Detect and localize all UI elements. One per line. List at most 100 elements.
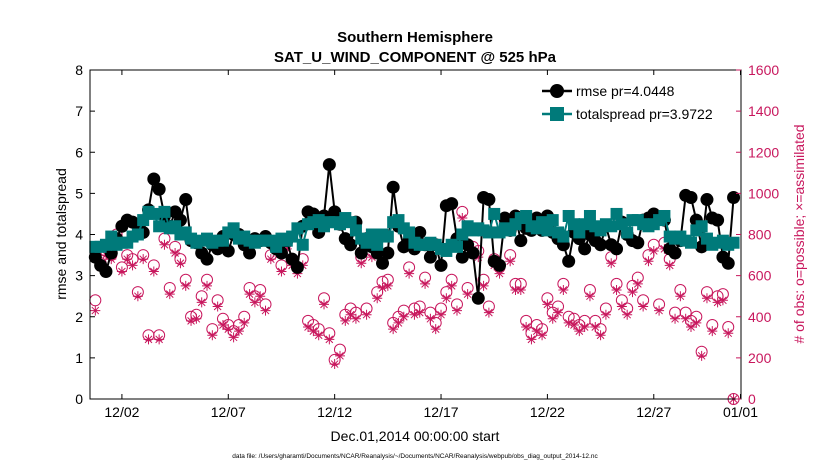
obs-assimilated-point [350, 313, 361, 324]
totalspread-point [557, 230, 570, 243]
y-tick-label: 0 [75, 391, 83, 407]
rmse-point [711, 213, 725, 227]
rmse-point [386, 180, 400, 194]
totalspread-point [131, 228, 144, 241]
plot-area [88, 158, 741, 405]
obs-assimilated-point [627, 287, 638, 298]
obs-assimilated-point [382, 280, 393, 291]
totalspread-point [583, 209, 596, 222]
obs-assimilated-point [712, 297, 723, 308]
obs-assimilated-point [191, 313, 202, 324]
obs-assimilated-point [638, 301, 649, 312]
obs-assimilated-point [568, 319, 579, 330]
rmse-point [578, 242, 592, 256]
obs-assimilated-point [595, 330, 606, 341]
obs-assimilated-point [164, 289, 175, 300]
obs-assimilated-point [143, 334, 154, 345]
y-right-tick-label: 1200 [748, 144, 779, 160]
totalspread-point [610, 207, 623, 220]
totalspread-point [371, 238, 384, 251]
legend-box [536, 76, 736, 128]
totalspread-point [296, 238, 309, 251]
obs-assimilated-point [249, 297, 260, 308]
obs-assimilated-point [398, 311, 409, 322]
totalspread-point [227, 222, 240, 235]
obs-assimilated-point [404, 268, 415, 279]
obs-assimilated-point [255, 291, 266, 302]
obs-assimilated-point [680, 313, 691, 324]
obs-assimilated-point [473, 252, 484, 263]
rmse-point [700, 193, 714, 207]
totalspread-point [658, 209, 671, 222]
y-tick-label: 2 [75, 309, 83, 325]
rmse-point [482, 193, 496, 207]
rmse-point [562, 254, 576, 268]
x-tick-label: 01/01 [723, 404, 758, 420]
obs-assimilated-point [196, 297, 207, 308]
y-axis-right-label: # of obs: o=possible; ×=assimilated [791, 124, 807, 343]
y-axis-label: rmse and totalspread [53, 168, 69, 300]
obs-assimilated-point [345, 309, 356, 320]
obs-assimilated-point [483, 307, 494, 318]
obs-assimilated-point [154, 334, 165, 345]
obs-possible-point [89, 294, 102, 307]
x-tick-label: 12/02 [104, 404, 139, 420]
rmse-point [594, 238, 608, 252]
obs-assimilated-point [563, 317, 574, 328]
x-tick-label: 12/22 [530, 404, 565, 420]
obs-assimilated-point [319, 299, 330, 310]
obs-assimilated-point [265, 254, 276, 265]
obs-assimilated-point [313, 330, 324, 341]
chart-title: Southern Hemisphere [337, 29, 493, 46]
rmse-point [727, 190, 741, 204]
y-tick-label: 1 [75, 350, 83, 366]
obs-assimilated-point [217, 319, 228, 330]
rmse-point [381, 246, 395, 260]
obs-assimilated-point [308, 326, 319, 337]
obs-assimilated-point [228, 332, 239, 343]
y-right-tick-label: 1400 [748, 103, 779, 119]
obs-assimilated-point [340, 315, 351, 326]
obs-assimilated-point [574, 326, 585, 337]
totalspread-point [482, 226, 495, 239]
totalspread-point [685, 236, 698, 249]
totalspread-point [520, 209, 533, 222]
obs-assimilated-point [579, 322, 590, 333]
obs-assimilated-point [334, 350, 345, 361]
rmse-point [99, 265, 113, 279]
totalspread-point [546, 214, 559, 227]
obs-assimilated-point [90, 305, 101, 316]
rmse-point [376, 256, 390, 270]
obs-assimilated-point [701, 293, 712, 304]
totalspread-point [621, 226, 634, 239]
y-right-tick-label: 600 [748, 268, 772, 284]
obs-assimilated-point [393, 317, 404, 328]
rmse-point [445, 197, 459, 211]
obs-assimilated-point [356, 258, 367, 269]
legend-spread-label: totalspread pr=3.9722 [576, 106, 713, 122]
data-file-footnote: data file: /Users/gharamti/Documents/NCA… [232, 453, 598, 460]
obs-assimilated-point [542, 299, 553, 310]
rmse-point [328, 205, 342, 219]
obs-assimilated-point [446, 280, 457, 291]
rmse-point [498, 211, 512, 225]
rmse-point [152, 182, 166, 196]
obs-assimilated-point [707, 326, 718, 337]
legend-rmse-marker [550, 84, 564, 98]
obs-assimilated-point [324, 334, 335, 345]
legend-rmse-label: rmse pr=4.0448 [576, 83, 675, 99]
rmse-point [493, 258, 507, 272]
obs-assimilated-point [584, 291, 595, 302]
legend: rmse pr=4.0448 totalspread pr=3.9722 [536, 76, 736, 128]
y-right-tick-label: 400 [748, 309, 772, 325]
obs-assimilated-point [558, 285, 569, 296]
rmse-point [721, 256, 735, 270]
obs-assimilated-point [388, 324, 399, 335]
obs-assimilated-point [414, 307, 425, 318]
x-axis: 12/02 12/07 12/12 12/17 12/22 12/27 01/01 [104, 70, 758, 420]
obs-assimilated-point [207, 330, 218, 341]
y-tick-label: 4 [75, 227, 83, 243]
obs-assimilated-point [521, 322, 532, 333]
rmse-point [344, 238, 358, 252]
